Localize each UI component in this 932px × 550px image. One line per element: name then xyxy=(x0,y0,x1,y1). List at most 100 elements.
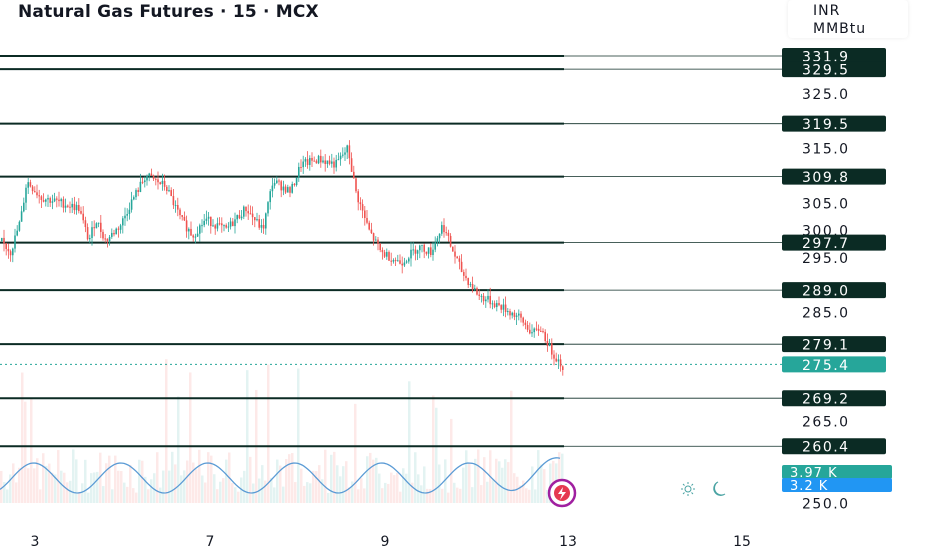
volume-bar xyxy=(354,403,357,503)
volume-bar xyxy=(360,478,363,503)
candle xyxy=(12,247,14,263)
candle xyxy=(513,309,516,321)
volume-bar xyxy=(543,469,546,503)
candle xyxy=(372,232,375,246)
candle xyxy=(485,296,487,308)
chart-title: Natural Gas Futures · 15 · MCX xyxy=(18,2,319,22)
price-level-badge[interactable]: 279.1 xyxy=(782,336,886,354)
indicator-logo-icon[interactable] xyxy=(547,478,577,508)
candle xyxy=(401,256,403,274)
candle xyxy=(216,217,219,232)
candle xyxy=(192,234,194,242)
volume-badge[interactable]: 3.2 K xyxy=(782,478,892,494)
volume-bar xyxy=(330,454,333,503)
candle xyxy=(117,226,120,238)
volume-bar xyxy=(318,465,321,503)
price-level-badge[interactable]: 289.0 xyxy=(782,282,886,300)
volume-bar xyxy=(48,463,51,503)
volume-bar xyxy=(525,488,528,503)
price-level-badge[interactable]: 319.5 xyxy=(782,115,886,134)
last-price-badge[interactable]: 275.4 xyxy=(782,356,886,374)
volume-bar xyxy=(537,450,540,503)
candle xyxy=(111,228,113,239)
volume-bar xyxy=(462,467,465,503)
candle xyxy=(293,182,296,187)
candle xyxy=(467,277,469,288)
volume-bar xyxy=(96,471,99,503)
candle xyxy=(306,151,309,169)
volume-bar xyxy=(126,486,129,503)
candle xyxy=(73,196,76,215)
price-level-label: 329.5 xyxy=(802,63,850,79)
candle xyxy=(520,311,522,323)
candle xyxy=(397,254,399,262)
volume-bar xyxy=(165,359,168,503)
volume-badge[interactable]: 3.97 K xyxy=(782,465,892,481)
candle xyxy=(460,254,463,273)
volume-bar xyxy=(279,465,282,503)
volume-bar xyxy=(105,463,108,503)
price-level-badge[interactable]: 269.2 xyxy=(782,390,886,408)
volume-bar xyxy=(480,485,483,503)
volume-bar xyxy=(399,491,402,503)
price-level-badge[interactable]: 260.4 xyxy=(782,438,886,456)
candle xyxy=(504,296,507,318)
volume-bar xyxy=(468,463,471,503)
volume-bar xyxy=(207,452,210,503)
candle xyxy=(42,193,45,203)
volume-bar xyxy=(540,464,543,503)
candle xyxy=(361,199,364,219)
candle xyxy=(9,249,12,262)
candle xyxy=(405,259,408,264)
volume-bar xyxy=(429,488,432,503)
volume-bar xyxy=(342,466,345,503)
candle xyxy=(91,221,93,246)
price-tick-label: 250.0 xyxy=(802,497,850,513)
volume-bar xyxy=(36,458,39,503)
candle xyxy=(304,157,307,167)
candle xyxy=(346,144,348,160)
candle xyxy=(80,206,82,215)
price-level-label: 319.5 xyxy=(802,117,850,133)
volume-bar xyxy=(522,480,525,503)
volume-bar xyxy=(66,482,69,503)
volume-bar xyxy=(159,487,162,503)
candle xyxy=(168,185,170,193)
volume-bar xyxy=(549,463,552,503)
candle xyxy=(49,196,51,207)
currency-unit-badge[interactable]: INR MMBtu xyxy=(788,0,908,38)
volume-bar xyxy=(450,418,453,503)
volume-bar xyxy=(303,485,306,503)
volume-bar xyxy=(135,492,138,503)
candle xyxy=(436,235,439,247)
candle xyxy=(443,218,445,238)
candle xyxy=(124,207,126,226)
candle xyxy=(243,205,245,220)
candle xyxy=(146,174,148,186)
volume-bar xyxy=(30,398,33,503)
volume-bar xyxy=(132,488,135,503)
candle xyxy=(390,252,392,266)
volume-bar xyxy=(282,486,285,503)
volume-bar xyxy=(111,489,114,503)
candle xyxy=(427,247,430,259)
volume-bar xyxy=(63,472,66,503)
volume-bar xyxy=(441,488,444,503)
volume-bar xyxy=(216,489,219,503)
candle xyxy=(196,226,199,237)
price-level-badge[interactable]: 309.8 xyxy=(782,168,886,187)
candle xyxy=(273,178,276,189)
candle xyxy=(251,206,254,226)
volume-bar xyxy=(297,368,300,503)
candle xyxy=(480,293,483,303)
volume-bar xyxy=(423,466,426,503)
candle xyxy=(225,223,227,229)
price-level-badge[interactable]: 297.7 xyxy=(782,234,886,253)
candle xyxy=(161,173,164,191)
candle xyxy=(179,207,181,220)
price-level-badge[interactable]: 329.5 xyxy=(782,61,886,79)
volume-bar xyxy=(336,465,339,503)
volume-bar xyxy=(204,482,207,503)
